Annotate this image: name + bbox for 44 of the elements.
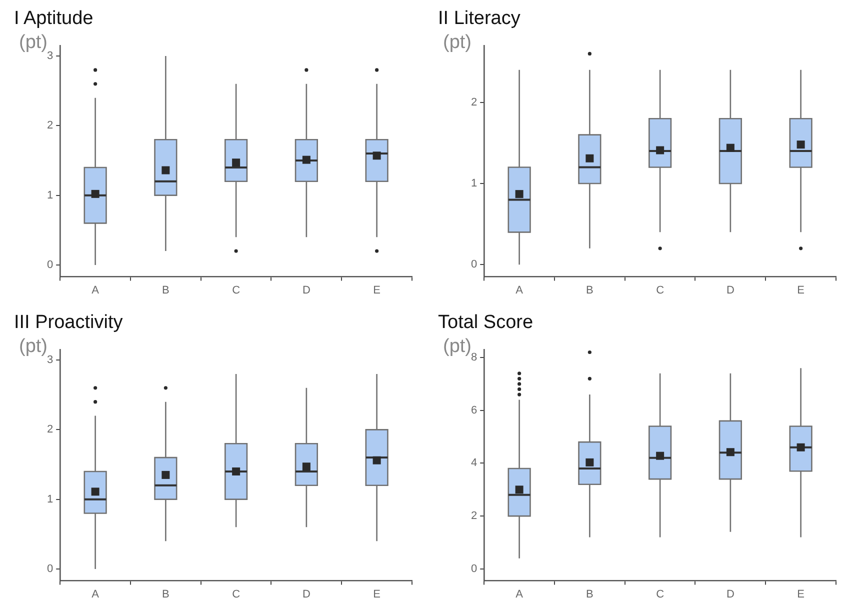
y-tick-label: 0 xyxy=(470,258,478,271)
x-tick-label: C xyxy=(656,588,664,600)
chart-title: I Aptitude xyxy=(14,8,94,30)
y-tick-label: 0 xyxy=(46,258,54,271)
y-axis-title: (pt) xyxy=(19,336,48,358)
x-tick-label: E xyxy=(373,284,380,296)
y-tick-label: 1 xyxy=(470,178,478,190)
y-tick-label: 1 xyxy=(46,189,54,202)
x-tick-label: E xyxy=(797,284,804,296)
x-tick-label: B xyxy=(162,588,170,600)
x-tick-label: C xyxy=(232,284,240,296)
x-tick-label: A xyxy=(92,588,100,600)
chart-title: II Literacy xyxy=(438,8,520,30)
y-tick-label: 0 xyxy=(46,562,54,575)
y-tick-label: 6 xyxy=(470,404,478,416)
x-tick-label: B xyxy=(162,284,170,296)
y-tick-label: 2 xyxy=(470,510,478,522)
y-tick-label: 2 xyxy=(46,120,54,132)
x-tick-label: A xyxy=(516,588,524,600)
y-axis-title: (pt) xyxy=(443,336,472,358)
y-tick-label: 4 xyxy=(470,457,478,470)
y-tick-label: 8 xyxy=(470,352,478,364)
x-tick-label: B xyxy=(586,588,594,600)
x-tick-label: A xyxy=(516,284,524,296)
y-tick-label: 2 xyxy=(470,96,478,108)
y-tick-label: 3 xyxy=(46,354,54,366)
x-tick-label: D xyxy=(726,588,734,600)
x-tick-label: D xyxy=(302,284,310,296)
y-tick-label: 1 xyxy=(46,493,54,506)
y-tick-label: 2 xyxy=(46,424,54,436)
x-tick-label: C xyxy=(656,284,664,296)
chart-title: III Proactivity xyxy=(14,312,123,334)
y-tick-label: 0 xyxy=(470,562,478,575)
chart-title: Total Score xyxy=(438,312,534,334)
x-tick-label: D xyxy=(302,588,310,600)
x-tick-label: E xyxy=(373,588,380,600)
y-axis-title: (pt) xyxy=(443,32,472,54)
y-tick-label: 3 xyxy=(46,50,54,62)
x-tick-label: A xyxy=(92,284,100,296)
x-tick-label: D xyxy=(726,284,734,296)
y-axis-title: (pt) xyxy=(19,32,48,54)
x-tick-label: C xyxy=(232,588,240,600)
x-tick-label: B xyxy=(586,284,594,296)
x-tick-label: E xyxy=(797,588,804,600)
